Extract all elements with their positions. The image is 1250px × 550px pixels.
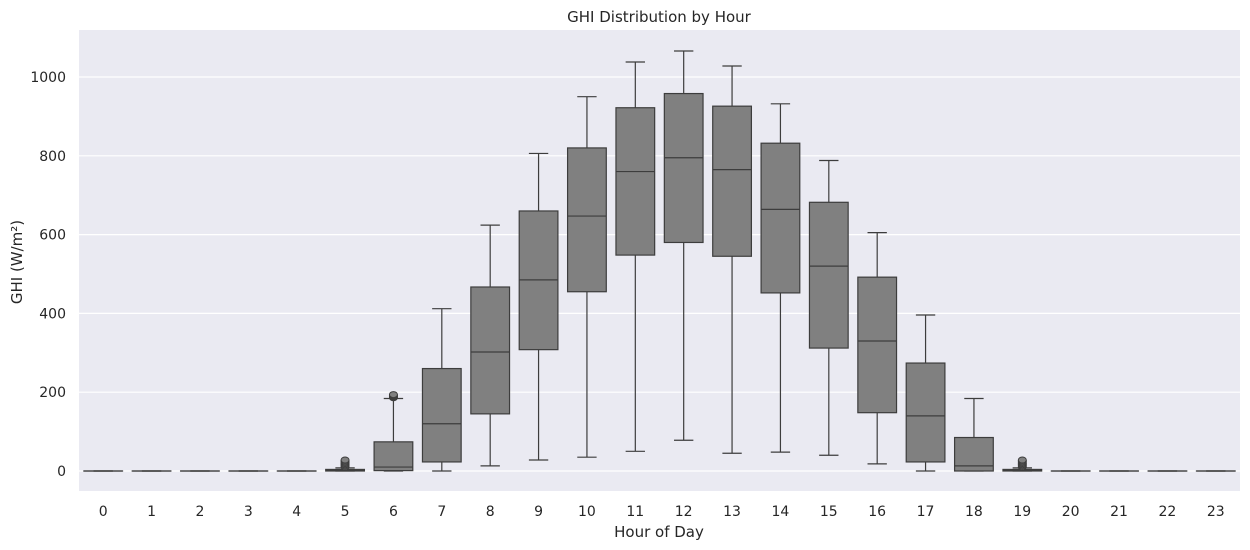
iqr-box <box>712 105 753 257</box>
x-tick-label-6: 6 <box>389 504 398 520</box>
plot-background <box>79 30 1240 491</box>
box-hour-16 <box>857 232 898 465</box>
x-tick-label-17: 17 <box>917 504 935 520</box>
x-tick-label-5: 5 <box>341 504 350 520</box>
x-tick-label-23: 23 <box>1207 504 1225 520</box>
box-hour-8 <box>470 224 511 467</box>
boxes-group <box>83 50 1236 472</box>
x-tick-label-2: 2 <box>195 504 204 520</box>
iqr-box <box>663 92 704 244</box>
outlier-point <box>340 456 350 464</box>
box-hour-12 <box>663 50 704 441</box>
iqr-box <box>857 276 898 414</box>
iqr-box <box>470 286 511 415</box>
iqr-box <box>760 142 801 294</box>
y-tick-label-1000: 1000 <box>30 70 66 86</box>
box-hour-14 <box>760 103 801 453</box>
x-tick-label-22: 22 <box>1159 504 1177 520</box>
y-tick-label-600: 600 <box>39 228 66 244</box>
x-tick-label-12: 12 <box>675 504 693 520</box>
box-hour-15 <box>808 159 849 456</box>
box-hour-5 <box>325 456 366 472</box>
box-hour-11 <box>615 61 656 452</box>
x-tick-label-7: 7 <box>437 504 446 520</box>
grid-lines <box>79 76 1240 472</box>
x-tick-label-21: 21 <box>1110 504 1128 520</box>
outlier-point <box>1017 456 1027 464</box>
x-tick-label-15: 15 <box>820 504 838 520</box>
x-tick-label-18: 18 <box>965 504 983 520</box>
x-tick-label-4: 4 <box>292 504 301 520</box>
y-axis-ticks: 0 200 400 600 800 1000 <box>30 70 66 480</box>
box-hour-18 <box>953 397 994 472</box>
y-tick-label-400: 400 <box>39 306 66 322</box>
x-tick-label-10: 10 <box>578 504 596 520</box>
x-tick-label-1: 1 <box>147 504 156 520</box>
box-hour-9 <box>518 152 559 461</box>
chart-title: GHI Distribution by Hour <box>567 8 752 26</box>
x-axis-ticks: 0 1 2 3 4 5 6 7 8 9 10 11 12 13 14 15 16 17 18 19 20 21 22 23 <box>99 504 1225 520</box>
x-tick-label-13: 13 <box>723 504 741 520</box>
x-tick-label-16: 16 <box>868 504 886 520</box>
box-hour-7 <box>421 308 462 472</box>
outlier-point <box>388 391 398 399</box>
y-tick-label-800: 800 <box>39 149 66 165</box>
box-hour-13 <box>712 65 753 454</box>
box-hour-17 <box>905 314 946 472</box>
y-tick-label-0: 0 <box>57 464 66 480</box>
iqr-box <box>905 362 946 463</box>
box-hour-19 <box>1002 456 1043 472</box>
box-hour-10 <box>566 96 607 458</box>
x-tick-label-0: 0 <box>99 504 108 520</box>
x-axis-label: Hour of Day <box>614 523 704 541</box>
iqr-box <box>421 367 462 463</box>
x-tick-label-11: 11 <box>626 504 644 520</box>
iqr-box <box>373 441 414 472</box>
iqr-box <box>808 201 849 349</box>
x-tick-label-3: 3 <box>244 504 253 520</box>
x-tick-label-20: 20 <box>1062 504 1080 520</box>
iqr-box <box>566 147 607 293</box>
iqr-box <box>615 107 656 256</box>
y-axis-label: GHI (W/m²) <box>8 220 26 304</box>
x-tick-label-14: 14 <box>772 504 790 520</box>
x-tick-label-9: 9 <box>534 504 543 520</box>
x-tick-label-8: 8 <box>486 504 495 520</box>
y-tick-label-200: 200 <box>39 385 66 401</box>
x-tick-label-19: 19 <box>1013 504 1031 520</box>
box-hour-6 <box>373 391 414 472</box>
